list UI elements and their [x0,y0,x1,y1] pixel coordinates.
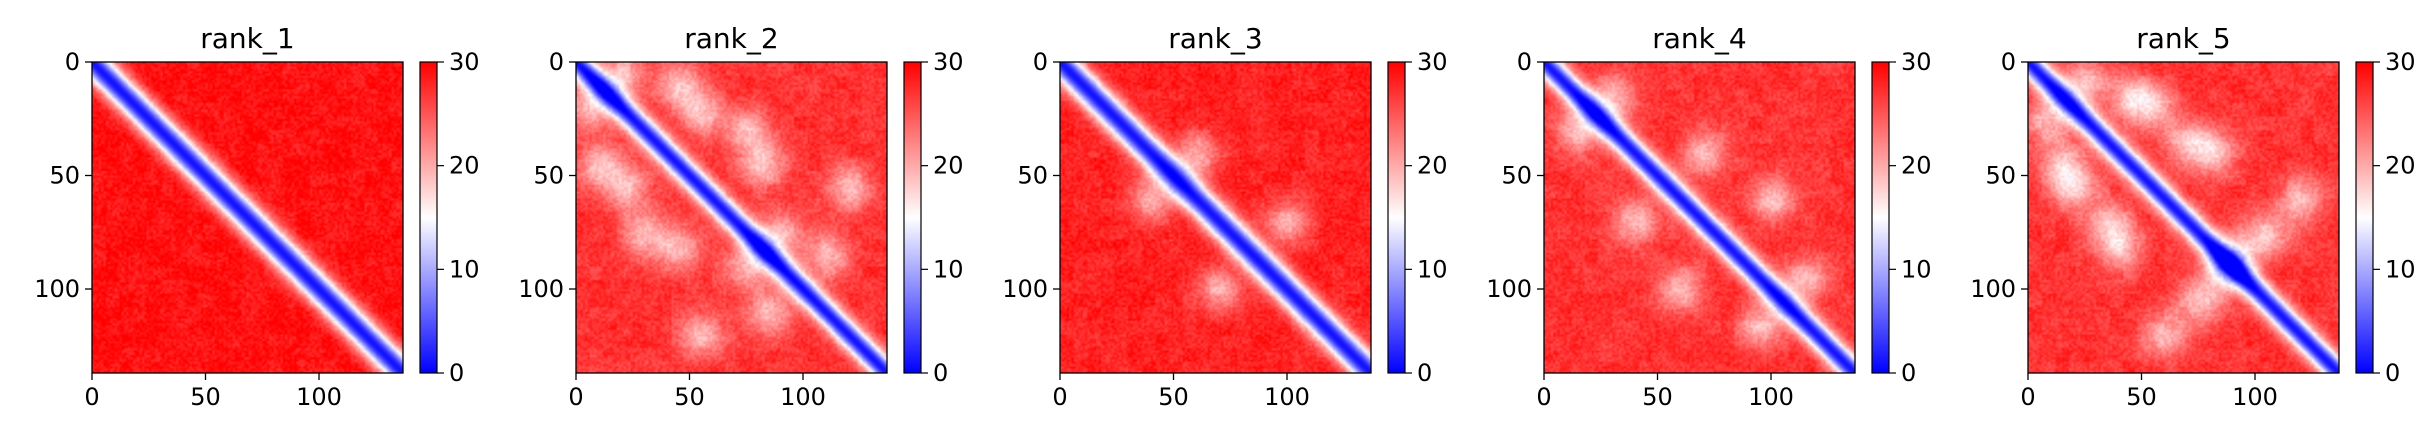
panel-3-axes-frame [1059,61,1372,374]
panel-2-colorbar-tick-label: 10 [933,255,964,283]
panel-4-heatmap-image [1544,62,1855,373]
panel-3-colorbar [1387,61,1406,374]
panel-5-title: rank_5 [2136,22,2230,55]
panel-2-colorbar-tick-label: 20 [933,152,964,180]
panel-2-x-tick-label: 100 [780,383,826,411]
panel-3-x-tick-label: 100 [1264,383,1310,411]
panel-5-y-tick-label: 100 [1970,275,2016,303]
panel-2-heatmap-image [576,62,887,373]
panel-4-y-tick-label: 50 [1501,162,1532,190]
panel-3-x-tick-label: 0 [1052,383,1067,411]
panel-3-y-tick-label: 50 [1017,162,1048,190]
panel-4-colorbar [1871,61,1890,374]
panel-2: rank_2 0 50 100 0 50 100 0 10 20 30 [518,22,963,411]
panel-1-heatmap-image [92,62,403,373]
panel-4-axes-frame [1543,61,1856,374]
panel-4-colorbar-tick-label: 10 [1901,255,1932,283]
panel-2-x-tick-label: 50 [674,383,705,411]
panel-5-x-tick-label: 0 [2020,383,2035,411]
panel-1-colorbar [419,61,438,374]
panel-1-y-tick-label: 100 [34,275,80,303]
panel-2-colorbar-tick-label: 0 [933,359,948,387]
panel-4-x-tick-label: 100 [1748,383,1794,411]
panel-4-y-tick-label: 0 [1517,48,1532,76]
panel-4-colorbar-tick-label: 30 [1901,48,1932,76]
panel-2-axes-frame [575,61,888,374]
panel-5-x-tick-label: 100 [2232,383,2278,411]
panel-2-colorbar-tick-label: 30 [933,48,964,76]
panel-3-colorbar-tick-label: 0 [1417,359,1432,387]
panel-4: rank_4 0 50 100 0 50 100 0 10 20 30 [1486,22,1931,411]
panel-2-title: rank_2 [684,22,778,55]
panel-4-y-tick-label: 100 [1486,275,1532,303]
panel-5-colorbar-tick-label: 20 [2385,152,2416,180]
panel-2-y-tick-label: 50 [533,162,564,190]
panel-1-x-tick-label: 100 [296,383,342,411]
panel-2-x-tick-label: 0 [568,383,583,411]
panel-5-y-tick-label: 50 [1985,162,2016,190]
panel-1-x-tick-label: 0 [84,383,99,411]
panel-1-colorbar-tick-label: 30 [449,48,480,76]
panel-1-colorbar-tick-label: 0 [449,359,464,387]
panel-3-colorbar-tick-label: 10 [1417,255,1448,283]
panel-2-y-tick-label: 100 [518,275,564,303]
panel-3-x-tick-label: 50 [1158,383,1189,411]
panel-5-axes-frame [2027,61,2340,374]
panel-1: rank_1 0 50 100 0 50 100 0 10 20 30 [34,22,479,411]
panel-5-colorbar-tick-label: 0 [2385,359,2400,387]
panel-4-colorbar-tick-label: 20 [1901,152,1932,180]
panel-1-axes-frame [91,61,404,374]
panel-2-y-tick-label: 0 [549,48,564,76]
panel-4-x-tick-label: 50 [1642,383,1673,411]
panel-1-colorbar-tick-label: 10 [449,255,480,283]
panel-5-colorbar-tick-label: 10 [2385,255,2416,283]
panel-3-title: rank_3 [1168,22,1262,55]
panel-1-title: rank_1 [200,22,294,55]
panel-5-colorbar [2355,61,2374,374]
panel-5-heatmap-image [2028,62,2339,373]
panel-4-title: rank_4 [1652,22,1746,55]
panel-2-colorbar [903,61,922,374]
panel-3-colorbar-tick-label: 20 [1417,152,1448,180]
panel-5: rank_5 0 50 100 0 50 100 0 10 20 30 [1970,22,2415,411]
panel-3-y-tick-label: 100 [1002,275,1048,303]
panel-1-colorbar-tick-label: 20 [449,152,480,180]
panel-4-colorbar-tick-label: 0 [1901,359,1916,387]
panel-4-x-tick-label: 0 [1536,383,1551,411]
panel-3-y-tick-label: 0 [1033,48,1048,76]
panel-1-y-tick-label: 50 [49,162,80,190]
panel-5-colorbar-tick-label: 30 [2385,48,2416,76]
panel-3-colorbar-tick-label: 30 [1417,48,1448,76]
panel-1-y-tick-label: 0 [65,48,80,76]
panel-3: rank_3 0 50 100 0 50 100 0 10 20 30 [1002,22,1447,411]
panel-5-x-tick-label: 50 [2126,383,2157,411]
panel-3-heatmap-image [1060,62,1371,373]
panel-5-y-tick-label: 0 [2001,48,2016,76]
panel-1-x-tick-label: 50 [190,383,221,411]
